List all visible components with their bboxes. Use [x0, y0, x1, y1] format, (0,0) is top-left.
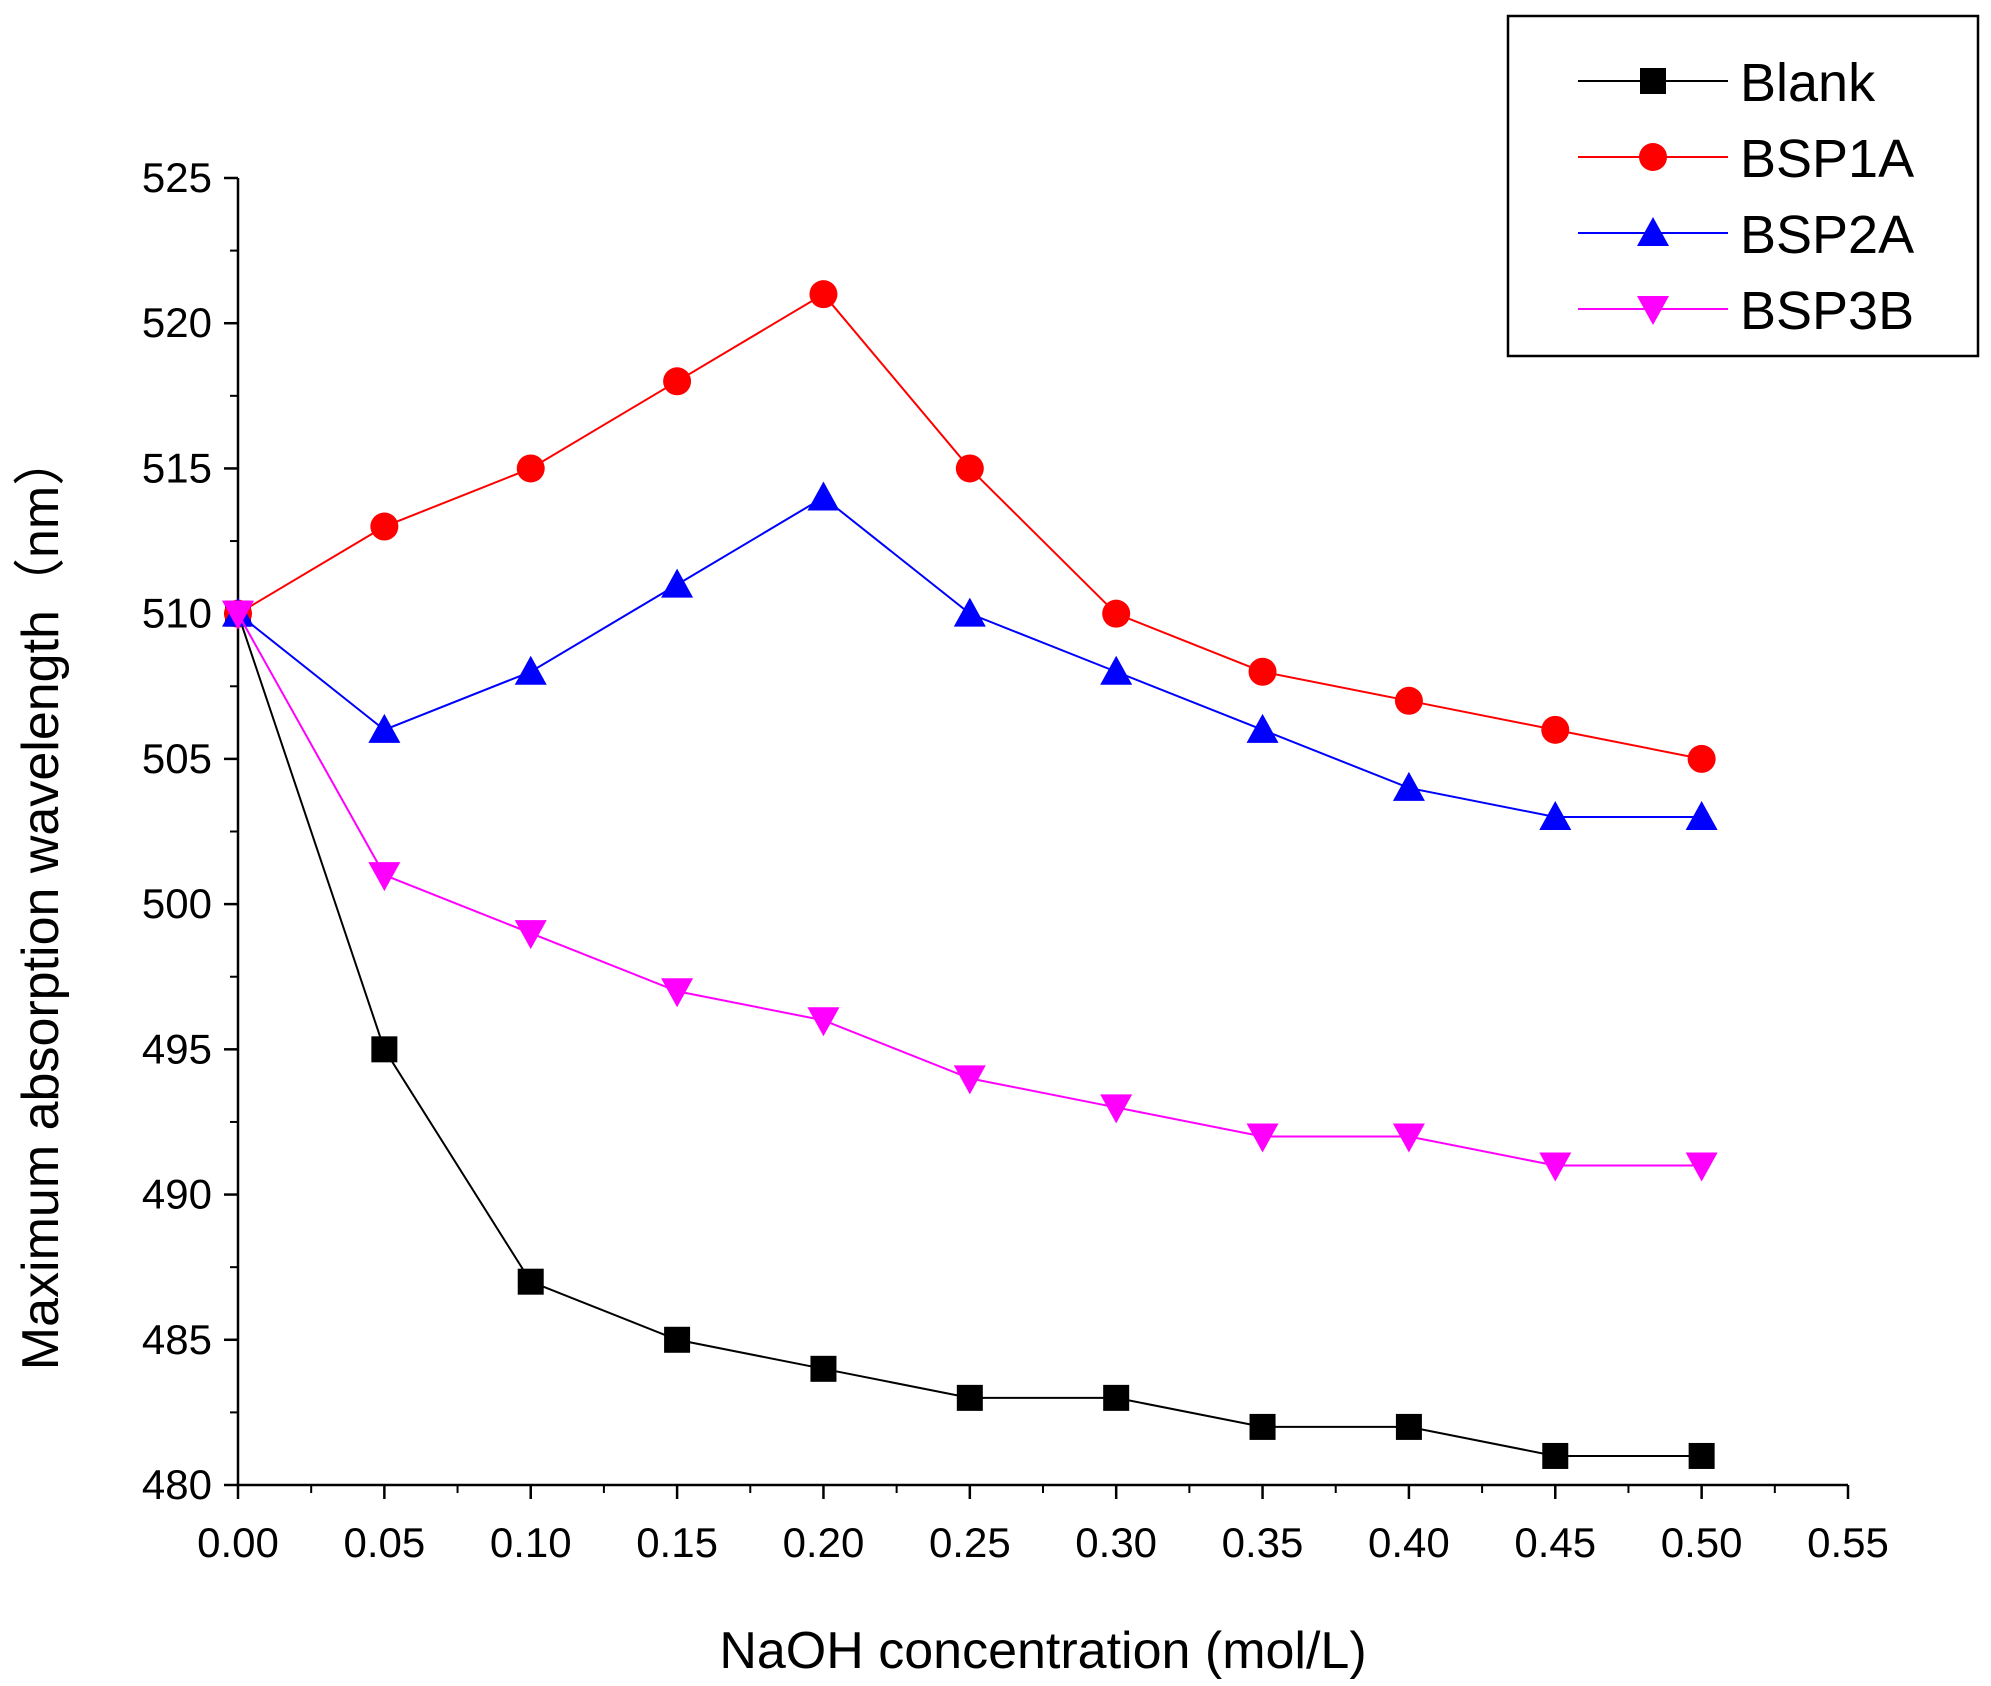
y-tick-label: 485 — [142, 1316, 212, 1363]
data-point-bsp1a — [370, 512, 399, 541]
data-point-blank — [1395, 1413, 1422, 1440]
data-point-bsp1a — [1248, 657, 1277, 686]
data-point-blank — [956, 1384, 983, 1411]
y-axis-label: Maximum absorption wavelength（nm） — [12, 434, 70, 1370]
data-point-bsp2a — [1685, 800, 1718, 830]
legend-box — [1506, 14, 1980, 358]
data-point-bsp3b — [368, 862, 401, 892]
legend-label-bsp2a: BSP2A — [1740, 205, 1914, 265]
data-point-blank — [1688, 1442, 1715, 1469]
x-tick-label: 0.35 — [1222, 1519, 1304, 1566]
data-point-bsp3b — [953, 1065, 986, 1095]
legend-label-bsp3b: BSP3B — [1740, 281, 1914, 341]
x-tick-label: 0.05 — [343, 1519, 425, 1566]
series-bsp3b — [222, 600, 1718, 1182]
data-point-bsp1a — [516, 454, 545, 483]
data-point-bsp2a — [1392, 771, 1425, 801]
x-tick-label: 0.10 — [490, 1519, 572, 1566]
data-point-bsp1a — [1102, 599, 1131, 628]
y-tick-label: 520 — [142, 299, 212, 346]
y-tick-label: 480 — [142, 1461, 212, 1508]
data-point-bsp1a — [1394, 686, 1423, 715]
x-tick-label: 0.20 — [783, 1519, 865, 1566]
y-tick-label: 500 — [142, 880, 212, 927]
legend: Blank BSP1A BSP2A BSP3B — [1506, 14, 1980, 358]
data-point-bsp2a — [953, 597, 986, 627]
series-line-blank — [237, 613, 1702, 1457]
data-point-bsp2a — [368, 713, 401, 743]
data-point-bsp2a — [514, 655, 547, 685]
data-point-bsp3b — [1392, 1123, 1425, 1153]
data-point-blank — [1542, 1442, 1569, 1469]
legend-marker-bsp2a — [1637, 217, 1669, 246]
y-tick-label: 525 — [142, 154, 212, 201]
data-point-bsp3b — [1100, 1094, 1133, 1124]
x-tick-label: 0.25 — [929, 1519, 1011, 1566]
data-point-blank — [517, 1268, 544, 1295]
x-tick-label: 0.45 — [1514, 1519, 1596, 1566]
axes: 0.00 0.05 0.10 0.15 0.20 0.25 0.30 0.35 0.40 0.45… — [142, 154, 1889, 1566]
y-tick-label: 495 — [142, 1025, 212, 1072]
series-line-bsp1a — [237, 292, 1702, 760]
data-point-bsp2a — [1100, 655, 1133, 685]
legend-marker-bsp3b — [1637, 296, 1669, 325]
y-tick-label: 505 — [142, 735, 212, 782]
x-tick-label: 0.15 — [636, 1519, 718, 1566]
legend-marker-bsp1a — [1639, 143, 1667, 171]
data-point-bsp1a — [809, 280, 838, 309]
data-point-bsp1a — [663, 367, 692, 396]
data-point-bsp1a — [1541, 715, 1570, 744]
series-blank — [225, 600, 1715, 1469]
data-point-bsp3b — [661, 978, 694, 1008]
series-bsp1a — [224, 280, 1716, 773]
series-group — [222, 280, 1718, 1469]
legend-marker-blank — [1640, 68, 1666, 94]
y-tick-label: 510 — [142, 590, 212, 637]
legend-label-blank: Blank — [1740, 53, 1876, 113]
x-tick-label: 0.30 — [1075, 1519, 1157, 1566]
data-point-bsp3b — [1539, 1152, 1572, 1182]
data-point-bsp2a — [1246, 713, 1279, 743]
x-tick-label: 0.00 — [197, 1519, 279, 1566]
data-point-bsp3b — [222, 600, 254, 630]
series-bsp2a — [222, 481, 1718, 830]
x-tick-label: 0.50 — [1661, 1519, 1743, 1566]
legend-entry-bsp1a: BSP1A — [1578, 129, 1914, 189]
data-point-bsp1a — [1687, 744, 1716, 773]
data-point-bsp1a — [955, 454, 984, 483]
data-point-bsp3b — [1685, 1152, 1718, 1182]
data-point-bsp3b — [514, 920, 547, 950]
data-point-blank — [371, 1036, 398, 1063]
data-point-blank — [810, 1355, 837, 1382]
y-tick-label: 490 — [142, 1171, 212, 1218]
legend-entry-bsp3b: BSP3B — [1578, 281, 1914, 341]
data-point-blank — [1103, 1384, 1130, 1411]
data-point-blank — [1249, 1413, 1276, 1440]
series-line-bsp2a — [237, 496, 1702, 818]
x-tick-label: 0.55 — [1807, 1519, 1889, 1566]
legend-entry-bsp2a: BSP2A — [1578, 205, 1914, 265]
x-tick-label: 0.40 — [1368, 1519, 1450, 1566]
data-point-blank — [664, 1326, 691, 1353]
data-point-bsp3b — [1246, 1123, 1279, 1153]
data-point-bsp3b — [807, 1007, 840, 1037]
legend-entry-blank: Blank — [1578, 53, 1876, 113]
y-tick-label: 515 — [142, 444, 212, 491]
data-point-bsp2a — [807, 481, 840, 511]
x-axis-label: NaOH concentration (mol/L) — [719, 1622, 1366, 1680]
legend-label-bsp1a: BSP1A — [1740, 129, 1914, 189]
data-point-bsp2a — [1539, 800, 1572, 830]
data-point-bsp2a — [661, 568, 694, 598]
